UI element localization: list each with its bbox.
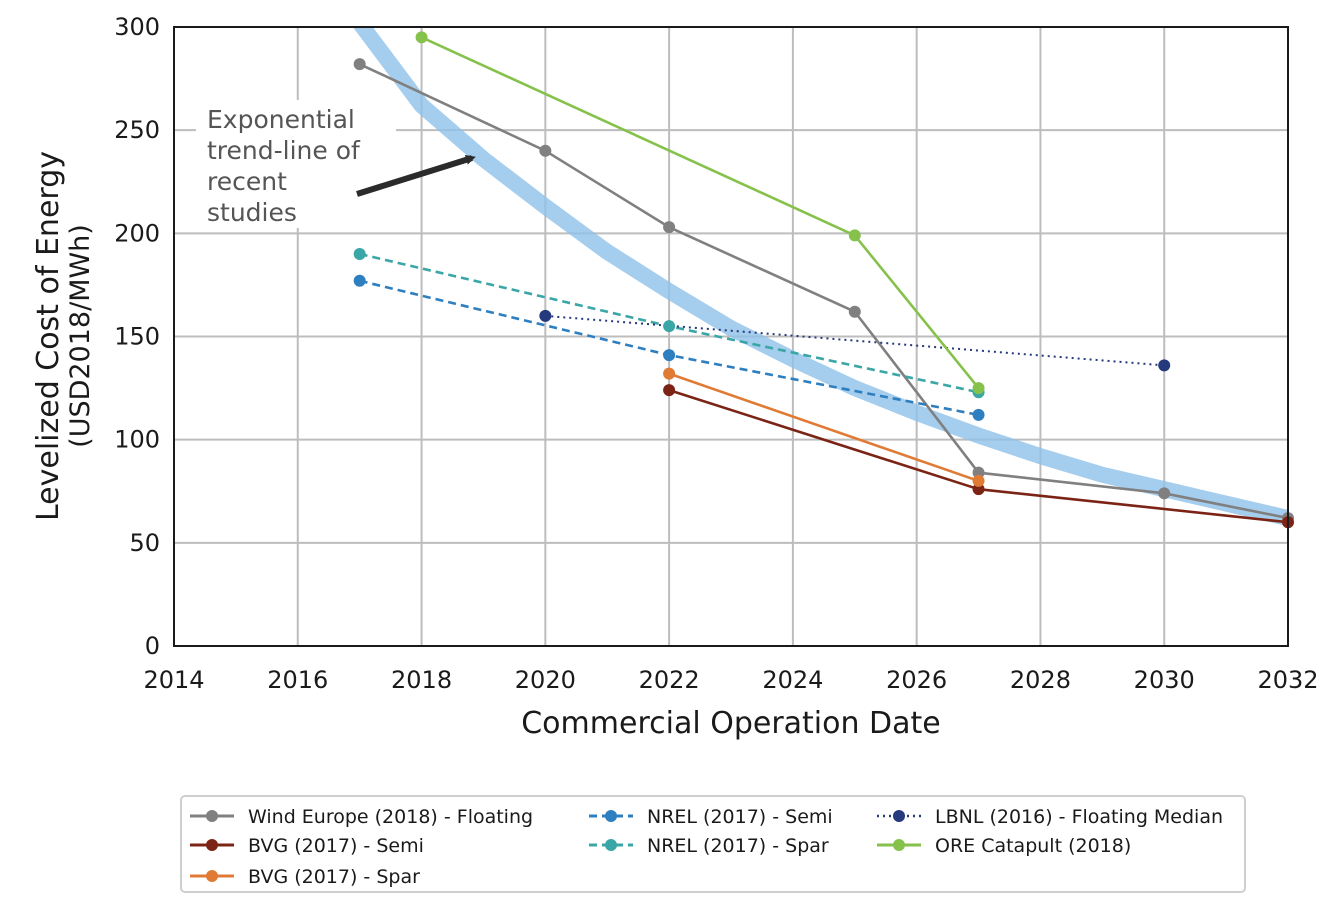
y-axis-title: Levelized Cost of Energy (USD2018/MWh) (31, 151, 96, 521)
data-point-ore-catapult-2018 (848, 229, 861, 242)
annotation-line-3: recent (207, 167, 287, 196)
series-line-bvg-2017-spar (668, 372, 979, 483)
legend-label-bvg-2017-semi: BVG (2017) - Semi (248, 835, 424, 857)
y-tick-label: 200 (114, 219, 160, 247)
x-axis-title: Commercial Operation Date (521, 706, 941, 741)
legend-label-nrel-2017-spar: NREL (2017) - Spar (647, 835, 829, 857)
series-line-ore-catapult-2018 (421, 36, 980, 389)
x-tick-label: 2026 (886, 666, 947, 694)
data-point-wind-europe-2018-floating (1158, 487, 1171, 500)
x-tick-label: 2020 (515, 666, 576, 694)
series-line-wind-europe-2018-floating (359, 62, 1288, 520)
legend-marker-bvg-2017-spar (206, 870, 218, 882)
x-tick-label: 2018 (391, 666, 452, 694)
legend-label-lbnl-2016-floating-median: LBNL (2016) - Floating Median (935, 806, 1223, 828)
data-point-bvg-2017-spar (972, 474, 985, 487)
x-tick-label: 2028 (1010, 666, 1071, 694)
x-tick-label: 2032 (1257, 666, 1318, 694)
data-point-nrel-2017-semi (972, 408, 985, 421)
legend-marker-nrel-2017-spar (605, 839, 617, 851)
x-tick-label: 2016 (267, 666, 328, 694)
data-point-lbnl-2016-floating-median (1158, 359, 1171, 372)
data-point-ore-catapult-2018 (972, 382, 985, 395)
y-tick-labels: 0 50 100 150 200 250 300 (114, 13, 160, 660)
x-tick-label: 2030 (1134, 666, 1195, 694)
data-point-wind-europe-2018-floating (353, 58, 366, 71)
data-point-wind-europe-2018-floating (848, 305, 861, 318)
annotation-line-2: trend-line of (207, 136, 361, 165)
legend-marker-lbnl-2016-floating-median (893, 810, 905, 822)
data-point-lbnl-2016-floating-median (539, 309, 552, 322)
legend-marker-nrel-2017-semi (605, 810, 617, 822)
annotation-arrow (356, 155, 476, 197)
x-tick-label: 2024 (762, 666, 823, 694)
y-tick-label: 100 (114, 426, 160, 454)
legend-label-ore-catapult-2018: ORE Catapult (2018) (935, 835, 1131, 857)
data-point-bvg-2017-spar (663, 367, 676, 380)
y-axis-title-line-1: Levelized Cost of Energy (31, 151, 66, 521)
y-axis-title-line-2: (USD2018/MWh) (65, 224, 96, 448)
annotation-background (196, 100, 396, 228)
data-point-nrel-2017-spar (663, 320, 676, 333)
legend-label-nrel-2017-semi: NREL (2017) - Semi (647, 806, 833, 828)
data-point-wind-europe-2018-floating (972, 466, 985, 479)
legend: Wind Europe (2018) - Floating BVG (2017) … (180, 795, 1246, 893)
series-line-lbnl-2016-floating-median (545, 314, 1165, 367)
x-tick-label: 2014 (143, 666, 204, 694)
x-tick-labels: 2014 2016 2018 2020 2022 2024 2026 2028 2030 2032 (143, 666, 1318, 694)
y-tick-label: 250 (114, 116, 160, 144)
legend-label-wind-europe-2018-floating: Wind Europe (2018) - Floating (248, 806, 533, 828)
x-tick-label: 2022 (639, 666, 700, 694)
trend-line (352, 27, 1288, 527)
annotation-line-1: Exponential (207, 105, 355, 134)
legend-marker-wind-europe-2018-floating (206, 810, 218, 822)
legend-marker-ore-catapult-2018 (893, 839, 905, 851)
y-tick-label: 50 (129, 529, 160, 557)
series-layer (359, 36, 1288, 524)
data-point-nrel-2017-semi (663, 349, 676, 362)
y-tick-label: 300 (114, 13, 160, 41)
data-point-nrel-2017-spar (353, 247, 366, 260)
annotation-line-4: studies (207, 198, 297, 227)
data-point-ore-catapult-2018 (415, 31, 428, 44)
trend-band (352, 27, 1288, 527)
data-point-bvg-2017-semi (972, 483, 985, 496)
data-point-nrel-2017-semi (353, 274, 366, 287)
trend-annotation: Exponential trend-line of recent studies (196, 100, 476, 228)
legend-frame (180, 795, 1246, 893)
y-tick-label: 150 (114, 323, 160, 351)
data-point-wind-europe-2018-floating (539, 144, 552, 157)
data-point-wind-europe-2018-floating (663, 221, 676, 234)
y-tick-label: 0 (145, 632, 160, 660)
legend-label-bvg-2017-spar: BVG (2017) - Spar (248, 866, 420, 888)
data-point-bvg-2017-semi (663, 384, 676, 397)
legend-marker-bvg-2017-semi (206, 839, 218, 851)
markers-layer (353, 31, 1294, 529)
plot-frame (173, 26, 1289, 647)
